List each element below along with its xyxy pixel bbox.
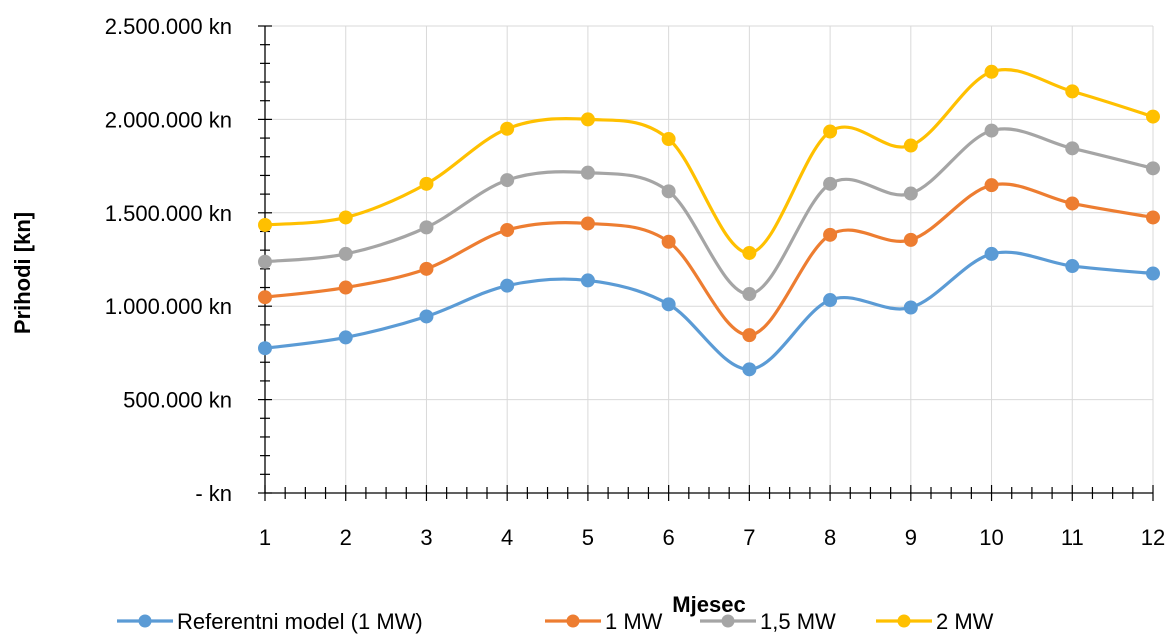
x-tick-label: 11 [1061, 525, 1084, 550]
data-point [580, 112, 595, 127]
y-tick-label: 2.000.000 kn [105, 107, 232, 132]
data-point [338, 280, 353, 295]
series-group [258, 64, 1160, 377]
y-tick-label: 500.000 kn [123, 388, 232, 413]
x-tick-label: 1 [259, 525, 271, 550]
y-tick-label: - kn [195, 481, 232, 506]
data-point [580, 165, 595, 180]
data-point [580, 273, 595, 288]
data-point [984, 246, 999, 261]
series-line [264, 127, 1154, 296]
y-tick-label: 1.000.000 kn [105, 294, 232, 319]
data-point [823, 293, 838, 308]
legend-label: Referentni model (1 MW) [177, 609, 423, 634]
legend-item: 1 MW [545, 609, 663, 634]
data-point [500, 121, 515, 136]
series-2 [258, 178, 1160, 343]
data-point [258, 341, 272, 356]
gridlines [265, 25, 1154, 493]
data-point [500, 222, 515, 237]
data-point [903, 186, 918, 201]
axes [258, 25, 1154, 501]
data-point [1146, 210, 1160, 225]
legend: Referentni model (1 MW) 1 MW 1,5 MW 2 MW [117, 609, 994, 634]
x-tick-label: 5 [582, 525, 594, 550]
series-3 [258, 123, 1160, 302]
series-4 [258, 64, 1160, 260]
data-point [661, 184, 676, 199]
legend-swatch-marker [138, 614, 152, 628]
legend-item: 1,5 MW [700, 609, 836, 634]
y-axis-title: Prihodi [kn] [10, 212, 35, 334]
data-point [984, 178, 999, 193]
data-point [419, 176, 434, 191]
x-tick-label: 2 [340, 525, 352, 550]
data-point [258, 290, 272, 305]
legend-swatch-marker [566, 614, 580, 628]
x-tick-label: 10 [979, 525, 1003, 550]
x-tick-label: 6 [663, 525, 675, 550]
series-line [264, 68, 1154, 255]
data-point [338, 210, 353, 225]
data-point [1065, 84, 1080, 99]
data-point [984, 64, 999, 79]
data-point [1146, 161, 1160, 176]
data-point [258, 254, 272, 269]
data-point [661, 297, 676, 312]
data-point [742, 328, 757, 343]
data-point [1146, 266, 1160, 281]
legend-item: Referentni model (1 MW) [117, 609, 423, 634]
data-point [1065, 259, 1080, 274]
x-tick-label: 3 [420, 525, 432, 550]
data-point [338, 246, 353, 261]
y-tick-labels: - kn 500.000 kn 1.000.000 kn 1.500.000 kn 2.… [105, 14, 232, 506]
x-tick-label: 12 [1141, 525, 1165, 550]
data-point [823, 227, 838, 242]
data-point [903, 300, 918, 315]
x-tick-labels: 1 2 3 4 5 6 7 8 9 10 11 12 [259, 525, 1165, 550]
series-1 [258, 246, 1160, 377]
legend-item: 2 MW [876, 609, 994, 634]
y-tick-label: 1.500.000 kn [105, 201, 232, 226]
series-line [264, 250, 1154, 371]
legend-swatch-marker [721, 614, 735, 628]
data-point [500, 278, 515, 293]
legend-label: 1,5 MW [760, 609, 836, 634]
data-point [580, 216, 595, 231]
x-axis-title: Mjesec [672, 592, 745, 617]
data-point [742, 287, 757, 302]
data-point [258, 217, 272, 232]
data-point [419, 261, 434, 276]
data-point [903, 138, 918, 153]
data-point [823, 124, 838, 139]
x-tick-label: 8 [824, 525, 836, 550]
legend-label: 2 MW [936, 609, 994, 634]
data-point [903, 232, 918, 247]
data-point [500, 173, 515, 188]
data-point [661, 132, 676, 147]
data-point [742, 245, 757, 260]
legend-label: 1 MW [605, 609, 663, 634]
y-tick-label: 2.500.000 kn [105, 14, 232, 39]
data-point [1065, 196, 1080, 211]
data-point [742, 362, 757, 377]
data-point [984, 123, 999, 138]
data-point [1065, 141, 1080, 156]
x-tick-label: 7 [743, 525, 755, 550]
data-point [1146, 109, 1160, 124]
x-tick-label: 4 [501, 525, 513, 550]
data-point [661, 234, 676, 249]
x-tick-label: 9 [905, 525, 917, 550]
legend-swatch-marker [897, 614, 911, 628]
data-point [338, 330, 353, 345]
data-point [419, 220, 434, 235]
data-point [419, 309, 434, 324]
data-point [823, 176, 838, 191]
